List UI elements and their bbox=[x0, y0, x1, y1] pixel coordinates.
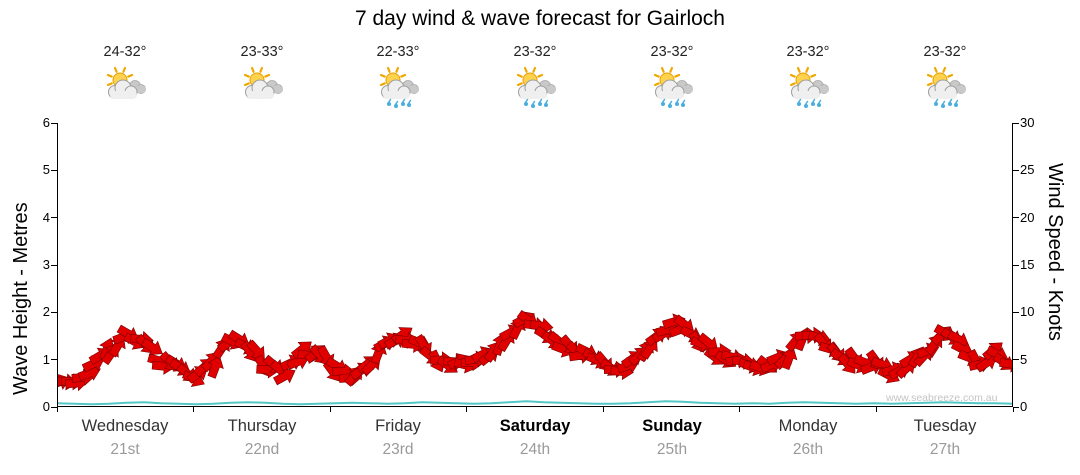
axis-tick bbox=[602, 407, 604, 412]
axis-tick bbox=[329, 407, 331, 412]
axis-tick bbox=[1013, 169, 1019, 171]
day-label: Monday 26th bbox=[740, 417, 876, 459]
weather-icon bbox=[921, 65, 969, 114]
temperature-range: 23-32° bbox=[923, 44, 967, 60]
day-column-header: 22-33° bbox=[330, 44, 466, 114]
temperature-range: 23-32° bbox=[786, 44, 830, 60]
sun-clouds-icon bbox=[243, 66, 283, 99]
right-axis-tick-label: 5 bbox=[1020, 352, 1028, 367]
day-label: Sunday 25th bbox=[604, 417, 740, 459]
temperature-range: 23-33° bbox=[240, 44, 284, 60]
axis-tick bbox=[739, 407, 741, 412]
axis-tick bbox=[875, 407, 877, 412]
left-axis-tick-label: 5 bbox=[42, 162, 50, 177]
axis-tick bbox=[51, 311, 57, 313]
left-axis-tick-label: 6 bbox=[42, 115, 50, 130]
day-column-header: 23-32° bbox=[604, 44, 740, 114]
sun-clouds-icon bbox=[106, 66, 146, 99]
right-axis-tick-label: 15 bbox=[1020, 257, 1035, 272]
left-axis-tick-label: 2 bbox=[42, 304, 50, 319]
day-column-header: 23-32° bbox=[740, 44, 876, 114]
sun-cloud-rain-icon bbox=[653, 66, 693, 108]
weather-icon bbox=[511, 65, 559, 114]
temperature-range: 22-33° bbox=[376, 44, 420, 60]
weather-icon bbox=[648, 65, 696, 114]
weather-icon bbox=[101, 65, 149, 114]
weather-icon bbox=[238, 65, 286, 114]
left-axis-tick-label: 1 bbox=[42, 352, 50, 367]
day-name: Thursday bbox=[227, 417, 297, 435]
right-axis-tick-label: 25 bbox=[1020, 162, 1035, 177]
axis-tick bbox=[51, 217, 57, 219]
right-axis-tick-label: 10 bbox=[1020, 304, 1035, 319]
day-label: Tuesday 27th bbox=[877, 417, 1013, 459]
right-axis-tick-label: 20 bbox=[1020, 210, 1035, 225]
left-axis-tick-label: 4 bbox=[42, 210, 50, 225]
axis-tick bbox=[1013, 122, 1019, 124]
axis-tick bbox=[1013, 264, 1019, 266]
day-name: Friday bbox=[375, 417, 421, 435]
day-name: Tuesday bbox=[913, 417, 977, 435]
axis-tick bbox=[466, 407, 468, 412]
day-label: Saturday 24th bbox=[467, 417, 603, 459]
left-axis-tick-label: 3 bbox=[42, 257, 50, 272]
axis-tick bbox=[56, 407, 58, 412]
axis-tick bbox=[51, 406, 57, 408]
day-date: 22nd bbox=[244, 441, 280, 458]
day-date: 25th bbox=[656, 441, 688, 458]
day-date: 27th bbox=[929, 441, 961, 458]
axis-tick bbox=[1013, 217, 1019, 219]
day-date: 21st bbox=[110, 441, 140, 458]
watermark: www.seabreeze.com.au bbox=[886, 392, 998, 404]
day-column-header: 23-32° bbox=[467, 44, 603, 114]
right-axis-tick-label: 30 bbox=[1020, 115, 1035, 130]
axis-tick bbox=[51, 264, 57, 266]
day-label: Thursday 22nd bbox=[194, 417, 330, 459]
day-name: Wednesday bbox=[81, 417, 169, 435]
day-label: Wednesday 21st bbox=[57, 417, 193, 459]
forecast-plot-area bbox=[57, 123, 1013, 407]
chart-title: 7 day wind & wave forecast for Gairloch bbox=[354, 7, 725, 30]
right-axis-tick-label: 0 bbox=[1020, 399, 1028, 414]
left-axis-tick-label: 0 bbox=[42, 399, 50, 414]
day-label: Friday 23rd bbox=[330, 417, 466, 459]
temperature-range: 23-32° bbox=[513, 44, 557, 60]
weather-icon bbox=[784, 65, 832, 114]
day-column-header: 23-32° bbox=[877, 44, 1013, 114]
day-date: 26th bbox=[792, 441, 824, 458]
day-date: 23rd bbox=[382, 441, 414, 458]
axis-tick bbox=[51, 169, 57, 171]
weather-icon bbox=[374, 65, 422, 114]
axis-tick bbox=[1012, 407, 1014, 412]
sun-cloud-rain-icon bbox=[926, 66, 966, 108]
temperature-range: 24-32° bbox=[103, 44, 147, 60]
day-name: Sunday bbox=[642, 417, 702, 435]
sun-cloud-rain-icon bbox=[789, 66, 829, 108]
day-column-header: 23-33° bbox=[194, 44, 330, 114]
day-date: 24th bbox=[519, 441, 551, 458]
day-name: Monday bbox=[778, 417, 838, 435]
axis-tick bbox=[51, 359, 57, 361]
sun-cloud-rain-icon bbox=[516, 66, 556, 108]
axis-tick bbox=[1013, 311, 1019, 313]
day-name: Saturday bbox=[499, 417, 571, 435]
axis-tick bbox=[1013, 406, 1019, 408]
axis-tick bbox=[51, 122, 57, 124]
temperature-range: 23-32° bbox=[650, 44, 694, 60]
day-column-header: 24-32° bbox=[57, 44, 193, 114]
sun-cloud-rain-icon bbox=[379, 66, 419, 108]
axis-tick bbox=[193, 407, 195, 412]
axis-tick bbox=[1013, 359, 1019, 361]
